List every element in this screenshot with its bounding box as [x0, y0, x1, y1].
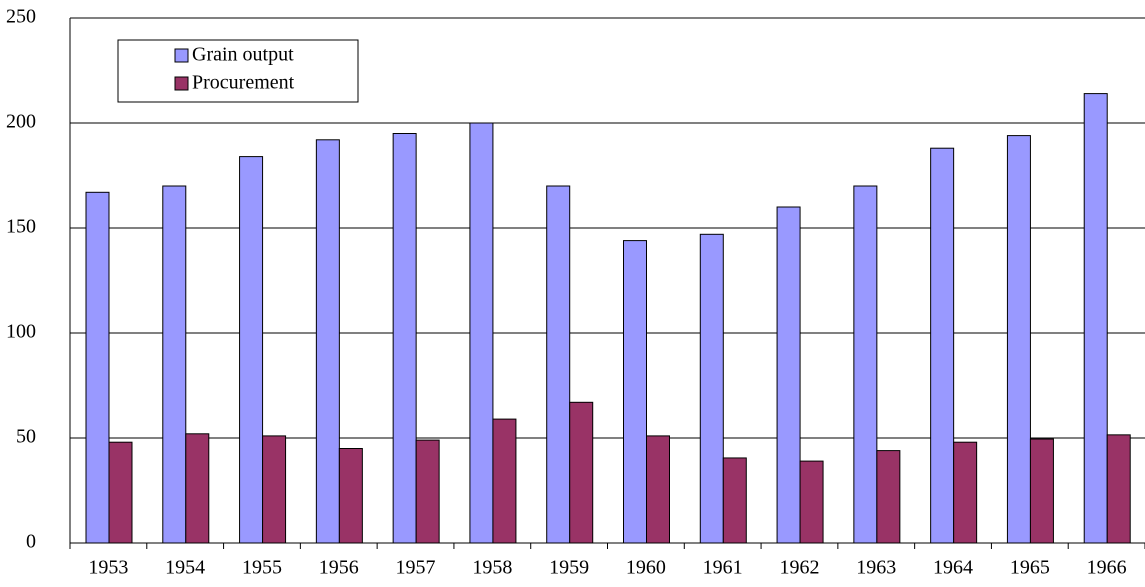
- bar: [1029, 438, 1054, 544]
- bar: [722, 457, 747, 544]
- x-tick-label: 1959: [549, 557, 589, 579]
- bar: [108, 441, 133, 544]
- legend-swatch: [174, 76, 189, 91]
- bar: [1006, 135, 1031, 544]
- y-tick-label: 150: [6, 216, 36, 238]
- bar: [546, 185, 571, 544]
- bar: [776, 206, 801, 544]
- bar: [953, 441, 978, 544]
- x-tick-label: 1960: [626, 557, 666, 579]
- x-tick-label: 1954: [165, 557, 205, 579]
- bar: [185, 433, 210, 544]
- y-tick-label: 250: [6, 6, 36, 28]
- bar: [1106, 434, 1131, 544]
- bar: [623, 240, 647, 544]
- x-tick-label: 1957: [396, 557, 436, 579]
- x-tick-label: 1963: [856, 557, 896, 579]
- bar: [392, 133, 417, 544]
- bar: [492, 418, 517, 544]
- legend-label: Procurement: [192, 72, 295, 94]
- x-tick-label: 1955: [242, 557, 282, 579]
- y-tick-label: 200: [6, 111, 36, 133]
- bar: [338, 448, 363, 544]
- bar: [876, 450, 901, 544]
- y-tick-label: 0: [26, 531, 36, 553]
- bar: [1083, 93, 1108, 544]
- bar: [415, 439, 440, 544]
- legend-box: [117, 39, 359, 103]
- bar: [699, 233, 724, 544]
- y-tick-label: 100: [6, 321, 36, 343]
- bar: [853, 185, 878, 544]
- x-tick-label: 1961: [703, 557, 743, 579]
- bar: [469, 122, 494, 544]
- legend-swatch: [174, 48, 189, 63]
- x-tick-label: 1956: [319, 557, 359, 579]
- x-tick-label: 1953: [88, 557, 128, 579]
- bar: [646, 435, 670, 544]
- bar: [239, 156, 264, 544]
- bar: [162, 185, 187, 544]
- bar: [799, 460, 824, 544]
- x-tick-label: 1964: [933, 557, 973, 579]
- y-tick-label: 50: [16, 426, 36, 448]
- bar: [262, 435, 287, 544]
- bar: [930, 147, 955, 544]
- x-tick-label: 1966: [1087, 557, 1127, 579]
- x-tick-label: 1965: [1010, 557, 1050, 579]
- bar: [85, 191, 110, 544]
- bar: [315, 139, 340, 544]
- x-tick-label: 1962: [779, 557, 819, 579]
- bar: [569, 401, 594, 544]
- legend-label: Grain output: [192, 44, 294, 66]
- x-tick-label: 1958: [472, 557, 512, 579]
